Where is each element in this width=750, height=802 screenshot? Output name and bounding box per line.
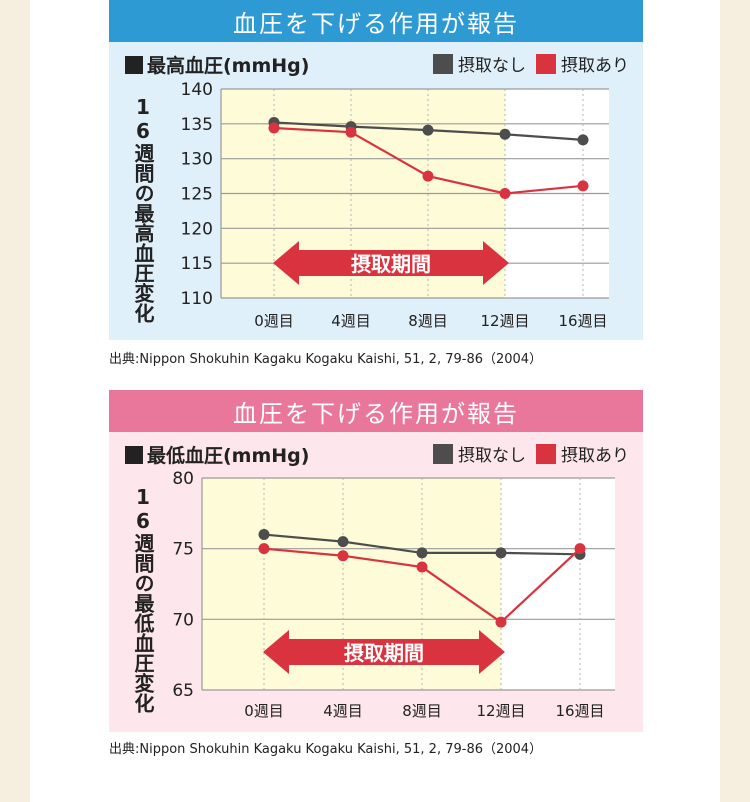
x-tick-label: 16週目 <box>558 312 607 330</box>
legend-swatch-no-intake <box>433 53 453 74</box>
data-point-intake <box>345 126 357 138</box>
data-point-intake <box>337 550 349 562</box>
period-double-arrow <box>273 241 509 285</box>
data-point-intake <box>495 616 507 628</box>
x-tick-label: 8週目 <box>408 312 448 330</box>
data-point-no-intake <box>337 536 349 548</box>
data-point-intake <box>416 561 428 573</box>
data-point-intake <box>499 188 511 199</box>
y-tick-label: 75 <box>172 540 194 560</box>
chart-banner: 血圧を下げる作用が報告 <box>109 390 643 432</box>
x-tick-label: 4週目 <box>323 702 363 720</box>
legend-label: 摂取あり <box>561 56 629 76</box>
subtitle-square-icon <box>125 445 143 464</box>
data-point-no-intake <box>577 134 589 146</box>
legend-label: 摂取あり <box>561 446 629 466</box>
subtitle-text: 最高血圧(mmHg) <box>147 55 310 77</box>
systolic-plot: 110 115 120 125 130 135 140 0週目 4週目 8週目 12週目 16週目 摂取… <box>181 80 609 330</box>
period-arrow-label: 摂取期間 <box>344 641 424 665</box>
data-point-intake <box>422 170 434 182</box>
x-tick-label: 8週目 <box>402 702 442 720</box>
legend-swatch-no-intake <box>433 443 453 464</box>
data-point-intake <box>268 122 280 134</box>
y-tick-label: 120 <box>181 219 213 239</box>
legend-swatch-intake <box>536 53 556 74</box>
source-citation: 出典:Nippon Shokuhin Kagaku Kogaku Kaishi,… <box>109 352 543 367</box>
x-tick-label: 0週目 <box>244 702 284 720</box>
diastolic-plot: 65 70 75 80 0週目 4週目 8週目 12週目 16週目 摂取期間 <box>172 469 615 720</box>
chart-banner: 血圧を下げる作用が報告 <box>109 0 643 42</box>
legend-label: 摂取なし <box>458 56 526 76</box>
data-point-no-intake <box>422 124 434 136</box>
legend-item-intake: 摂取あり <box>536 51 629 76</box>
legend-label: 摂取なし <box>458 446 526 466</box>
y-tick-label: 125 <box>181 185 213 205</box>
subtitle-text: 最低血圧(mmHg) <box>147 445 310 467</box>
y-tick-label: 115 <box>181 254 213 274</box>
systolic-chart-panel: 血圧を下げる作用が報告 最高血圧(mmHg) 摂取なし 摂取あり 16週間の最高… <box>109 0 643 340</box>
data-point-intake <box>577 180 589 192</box>
y-tick-label: 80 <box>172 469 194 489</box>
source-citation: 出典:Nippon Shokuhin Kagaku Kogaku Kaishi,… <box>109 742 543 757</box>
data-point-no-intake <box>495 547 507 559</box>
y-tick-label: 65 <box>172 681 194 701</box>
x-tick-label: 16週目 <box>555 702 604 720</box>
data-point-intake <box>574 543 586 555</box>
chart-subtitle: 最高血圧(mmHg) <box>125 51 309 78</box>
x-tick-label: 4週目 <box>331 312 371 330</box>
y-tick-label: 140 <box>181 80 213 100</box>
data-point-intake <box>258 543 270 555</box>
y-axis-label: 16週間の最低血圧変化 <box>131 485 155 713</box>
x-tick-label: 12週目 <box>476 702 525 720</box>
diastolic-chart-panel: 血圧を下げる作用が報告 最低血圧(mmHg) 摂取なし 摂取あり 16週間の最低… <box>109 390 643 732</box>
data-point-no-intake <box>416 547 428 559</box>
chart-legend: 摂取なし 摂取あり <box>423 51 629 76</box>
chart-legend: 摂取なし 摂取あり <box>423 441 629 466</box>
period-arrow-label: 摂取期間 <box>351 252 431 276</box>
y-tick-label: 70 <box>172 610 194 630</box>
legend-swatch-intake <box>536 443 556 464</box>
y-axis-label: 16週間の最高血圧変化 <box>131 95 155 323</box>
legend-item-no-intake: 摂取なし <box>433 51 526 76</box>
data-point-no-intake <box>499 128 511 140</box>
legend-item-no-intake: 摂取なし <box>433 441 526 466</box>
x-tick-label: 12週目 <box>480 312 529 330</box>
x-tick-label: 0週目 <box>254 312 294 330</box>
legend-item-intake: 摂取あり <box>536 441 629 466</box>
chart-subtitle: 最低血圧(mmHg) <box>125 441 309 468</box>
y-tick-label: 130 <box>181 150 213 170</box>
period-double-arrow <box>263 630 505 674</box>
data-point-no-intake <box>258 529 270 541</box>
y-tick-label: 135 <box>181 115 213 135</box>
subtitle-square-icon <box>125 55 143 74</box>
y-tick-label: 110 <box>181 289 213 309</box>
